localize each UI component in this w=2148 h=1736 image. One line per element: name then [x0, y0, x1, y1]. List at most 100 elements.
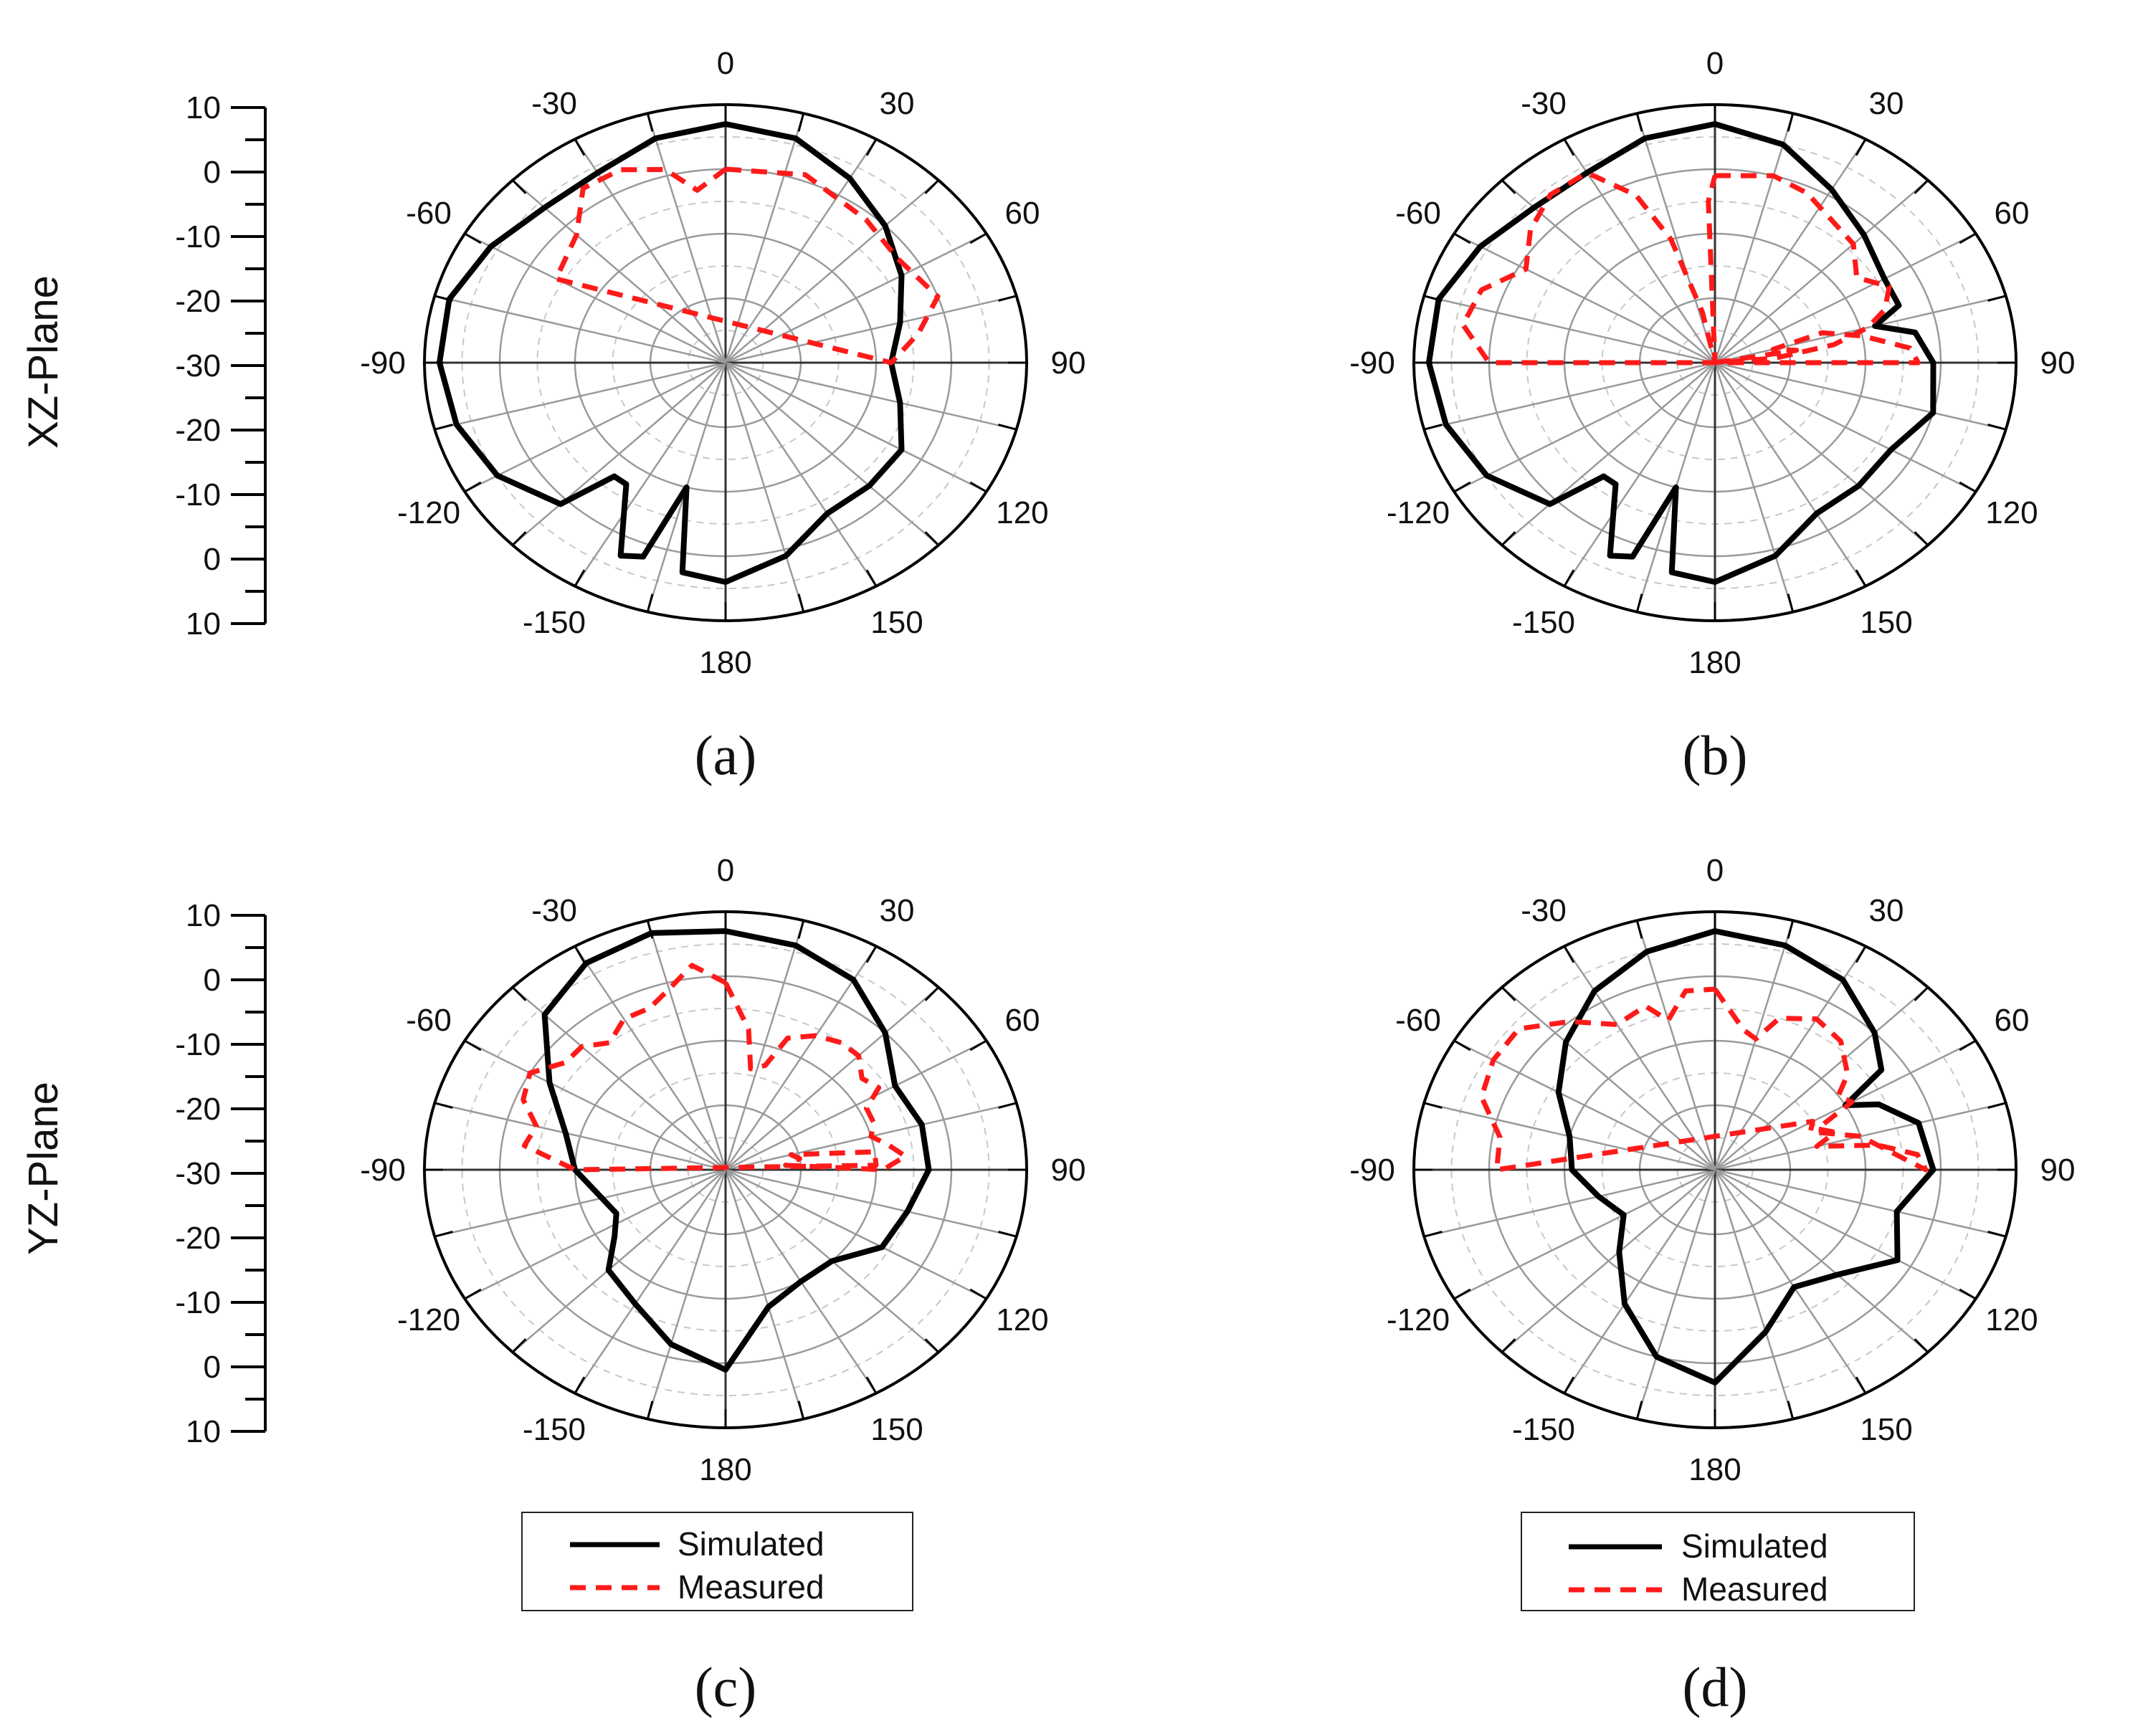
grid-spoke: [725, 179, 939, 363]
series-simulated: [1426, 121, 1936, 585]
polar-tick: [924, 179, 940, 194]
grid-spoke: [724, 362, 878, 587]
angle-tick-label: 150: [870, 605, 923, 640]
angle-tick-label: 90: [2040, 1153, 2076, 1188]
grid-spoke: [1714, 361, 1977, 493]
grid-spoke: [1501, 362, 1716, 546]
grid-spoke: [724, 113, 804, 363]
polar-tick: [1635, 920, 1643, 939]
polar-tick: [998, 1230, 1017, 1238]
grid-spoke: [512, 986, 726, 1170]
angle-tick-label: -150: [1512, 605, 1575, 640]
polar-tick: [969, 481, 987, 493]
angle-tick-label: 180: [1688, 1452, 1741, 1487]
polar-tick: [797, 113, 805, 132]
grid-spoke: [434, 1102, 726, 1171]
grid-spoke: [1563, 362, 1716, 587]
grid-spoke: [1714, 362, 1929, 546]
polar-tick: [511, 179, 527, 194]
scale-tick-label: 10: [186, 898, 221, 933]
polar-tick: [646, 113, 654, 132]
angle-tick-label: -30: [1521, 893, 1567, 928]
polar-tick: [434, 1102, 453, 1110]
angle-tick-label: 60: [1004, 1003, 1040, 1038]
grid-spoke: [725, 1039, 987, 1171]
angle-tick-label: 180: [1688, 645, 1741, 680]
grid-spoke: [1453, 1168, 1716, 1300]
grid-spoke: [1636, 113, 1716, 363]
polar-tick: [1787, 593, 1795, 613]
polar-tick: [1635, 593, 1643, 613]
polar-tick: [1563, 569, 1575, 587]
grid-spoke: [1714, 1169, 1867, 1394]
polar-tick: [1855, 1376, 1867, 1394]
polar-tick: [1501, 179, 1516, 194]
polar-tick: [1501, 986, 1516, 1001]
legend-label-measured: Measured: [678, 1568, 824, 1606]
angle-tick-label: -150: [1512, 1412, 1575, 1447]
scale-tick-label: -10: [175, 1285, 221, 1320]
angle-tick-label: 30: [880, 86, 915, 121]
grid-spoke: [464, 1168, 726, 1300]
polar-tick: [464, 232, 482, 244]
grid-spoke: [1714, 1168, 2006, 1238]
scale-tick-label: -20: [175, 1221, 221, 1256]
scale-tick-label: -20: [175, 413, 221, 448]
grid-spoke: [434, 1168, 726, 1238]
polar-tick: [998, 295, 1017, 302]
polar-tick: [574, 1376, 586, 1394]
angle-tick-label: 150: [1860, 1412, 1912, 1447]
polar-tick: [865, 1376, 878, 1394]
polar-tick: [969, 232, 987, 244]
grid-spoke: [1636, 920, 1716, 1170]
grid-spoke: [1714, 361, 2006, 431]
polar-tick: [924, 986, 940, 1001]
legend-d: Simulated Measured: [1521, 1512, 1915, 1611]
grid-spoke: [725, 362, 939, 546]
grid-spoke: [1714, 1169, 1794, 1420]
polar-tick: [1423, 1102, 1443, 1110]
scale-tick-label: 0: [204, 963, 221, 998]
scale-tick-label: -30: [175, 1156, 221, 1191]
angle-tick-label: 30: [1869, 86, 1904, 121]
grid-spoke: [725, 1168, 987, 1300]
angle-tick-label: -90: [1349, 1153, 1395, 1188]
polar-tick: [998, 423, 1017, 431]
polar-tick: [1563, 945, 1575, 963]
polar-tick: [924, 531, 940, 546]
angle-tick-label: 90: [1051, 345, 1086, 381]
grid-spoke: [512, 1169, 726, 1353]
legend-label-simulated: Simulated: [1681, 1527, 1828, 1565]
grid-spoke: [724, 138, 878, 363]
angle-tick-label: -120: [397, 1302, 460, 1337]
angle-tick-label: 120: [996, 1302, 1048, 1337]
grid-spoke: [724, 1169, 804, 1420]
grid-spoke: [725, 986, 939, 1170]
angle-tick-label: 0: [1706, 46, 1724, 81]
angle-tick-label: 120: [1985, 1302, 2038, 1337]
polar-tick: [1563, 1376, 1575, 1394]
polar-chart-a: 0 30 60 90 120 150 180 -150 -120 -90 -60 -30: [360, 46, 1085, 680]
caption-d: (d): [1683, 1656, 1748, 1718]
grid-spoke: [464, 1039, 726, 1171]
polar-tick: [1987, 1102, 2007, 1110]
polar-tick: [574, 138, 586, 156]
angle-tick-label: -120: [1387, 495, 1450, 530]
angle-tick-label: 30: [1869, 893, 1904, 928]
grid-spoke: [724, 920, 804, 1170]
legend-c: Simulated Measured: [521, 1512, 913, 1611]
polar-chart-d: 0 30 60 90 120 150 180 -150 -120 -90 -60 -30: [1349, 853, 2075, 1487]
polar-tick: [1635, 1401, 1643, 1420]
polar-tick: [574, 569, 586, 587]
polar-tick: [1914, 179, 1929, 194]
polar-tick: [969, 1039, 987, 1051]
scale-tick-label: 0: [204, 155, 221, 190]
grid-spoke: [1714, 138, 1867, 363]
grid-spoke: [1714, 362, 1867, 587]
angle-tick-label: -90: [360, 1153, 406, 1188]
polar-tick: [1787, 920, 1795, 939]
polar-tick: [464, 1039, 482, 1051]
polar-tick: [434, 1230, 453, 1238]
polar-tick: [1423, 423, 1443, 431]
angle-tick-label: -120: [397, 495, 460, 530]
